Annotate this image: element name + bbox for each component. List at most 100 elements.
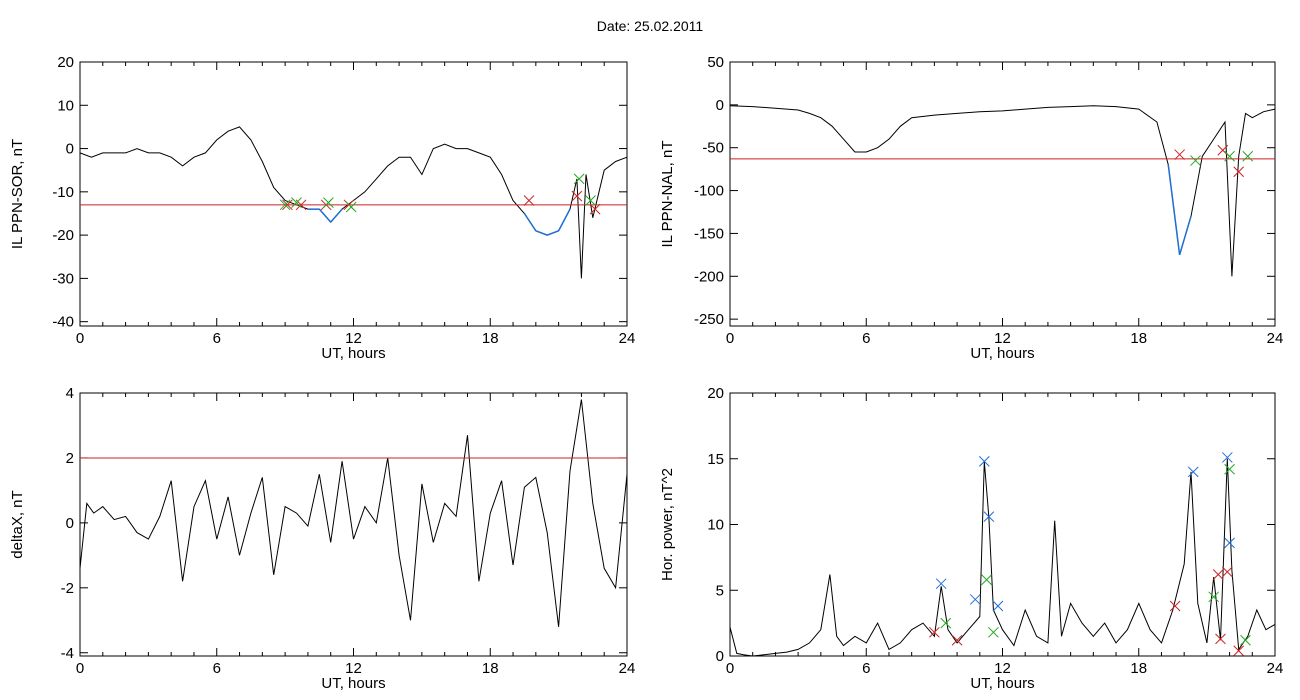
y-axis-label: deltaX, nT (9, 490, 26, 558)
marker-red-stroke (1212, 569, 1224, 580)
marker-red (1217, 144, 1229, 156)
y-tick-label: 5 (716, 582, 724, 599)
marker-red (1215, 633, 1226, 645)
marker-red-stroke (1215, 633, 1226, 645)
figure-title: Date: 25.02.2011 (596, 18, 704, 34)
marker-green (1242, 150, 1254, 162)
marker-green (345, 201, 357, 213)
y-tick-label: 10 (707, 517, 724, 534)
x-tick-label: 6 (213, 330, 221, 347)
series-below-threshold (1178, 216, 1192, 256)
series-below-threshold (318, 208, 332, 223)
marker-red-stroke (589, 203, 601, 215)
marker-red (929, 626, 940, 638)
y-tick-label: 10 (57, 97, 74, 114)
x-tick-label: 0 (726, 660, 734, 677)
marker-red-stroke (282, 199, 293, 211)
marker-blue-stroke (1187, 466, 1199, 478)
marker-green-stroke (940, 617, 952, 629)
marker-blue (1221, 452, 1233, 463)
marker-red (1169, 600, 1181, 612)
marker-red (589, 203, 601, 215)
x-tick-label: 6 (862, 660, 870, 677)
panel-il-ppn-nal: 0 6 12 18 24 50 0 -50 -100 -150 -200 -250 UT, hours I… (659, 54, 1283, 362)
y-tick-label: -20 (52, 227, 74, 244)
marker-green (1190, 155, 1201, 166)
series-below-threshold (557, 208, 571, 232)
marker-blue-stroke (1221, 452, 1233, 463)
x-axis-label: UT, hours (321, 675, 385, 692)
series-below-threshold (535, 230, 548, 236)
y-tick-label: -100 (694, 183, 724, 200)
y-tick-label: -50 (702, 140, 724, 157)
marker-blue-stroke (983, 511, 995, 522)
marker-blue-stroke (992, 600, 1004, 612)
marker-green-stroke (291, 197, 302, 209)
marker-green (585, 195, 596, 206)
y-tick-label: 2 (66, 450, 74, 467)
series-line (79, 399, 628, 627)
x-tick-label: 18 (482, 330, 499, 347)
x-tick-label: 18 (1130, 660, 1147, 677)
x-tick-label: 18 (1130, 330, 1147, 347)
marker-red (523, 195, 535, 206)
marker-red-stroke (523, 195, 535, 206)
x-axis-label: UT, hours (970, 345, 1034, 362)
x-tick-label: 12 (345, 330, 362, 347)
y-tick-label: 20 (57, 54, 74, 71)
x-tick-label: 24 (1267, 330, 1284, 347)
marker-green-stroke (1224, 463, 1235, 475)
marker-green-stroke (1208, 591, 1220, 603)
y-tick-label: -150 (694, 225, 724, 242)
x-tick-label: 24 (619, 660, 636, 677)
marker-green (323, 197, 334, 209)
marker-red-stroke (1217, 144, 1229, 156)
marker-red (1174, 149, 1185, 160)
y-tick-label: 0 (716, 648, 724, 665)
marker-blue (1187, 466, 1199, 478)
marker-blue-stroke (969, 594, 981, 605)
marker-red (1212, 569, 1224, 580)
marker-green (1208, 591, 1220, 603)
series-line (729, 105, 1276, 277)
marker-red-stroke (1233, 645, 1245, 657)
marker-green-stroke (1240, 634, 1251, 646)
x-tick-label: 6 (862, 330, 870, 347)
x-axis-label: UT, hours (321, 345, 385, 362)
marker-blue (978, 456, 990, 467)
marker-red-stroke (1174, 149, 1185, 160)
marker-blue-stroke (978, 456, 990, 467)
marker-green (981, 574, 992, 586)
y-tick-label: 4 (66, 385, 74, 402)
marker-blue (983, 511, 995, 522)
marker-blue-stroke (935, 578, 947, 590)
y-tick-label: 0 (716, 97, 724, 114)
marker-red-stroke (571, 190, 583, 202)
x-tick-label: 0 (76, 660, 84, 677)
x-tick-label: 24 (1267, 660, 1284, 677)
marker-red-stroke (295, 199, 307, 211)
series-line (79, 126, 628, 279)
series-below-threshold (546, 230, 559, 236)
marker-green (291, 197, 302, 209)
marker-blue (1224, 537, 1235, 549)
marker-blue-stroke (1224, 537, 1235, 549)
y-tick-label: 0 (66, 515, 74, 532)
series-below-threshold (330, 208, 343, 223)
x-tick-label: 0 (726, 330, 734, 347)
marker-red (951, 634, 963, 646)
marker-red-stroke (929, 626, 940, 638)
marker-blue (992, 600, 1004, 612)
marker-green-stroke (573, 173, 585, 185)
x-tick-label: 12 (345, 660, 362, 677)
panel-il-ppn-sor: 0 6 12 18 24 20 10 0 -10 -20 -30 -40 UT, hours IL PPN… (9, 54, 635, 362)
marker-red (1233, 166, 1245, 178)
marker-green-stroke (981, 574, 992, 586)
y-tick-label: -250 (694, 311, 724, 328)
plot-frame (79, 61, 628, 327)
x-tick-label: 6 (213, 660, 221, 677)
x-tick-label: 12 (994, 330, 1011, 347)
marker-red-stroke (1233, 166, 1245, 178)
marker-red-stroke (1169, 600, 1181, 612)
